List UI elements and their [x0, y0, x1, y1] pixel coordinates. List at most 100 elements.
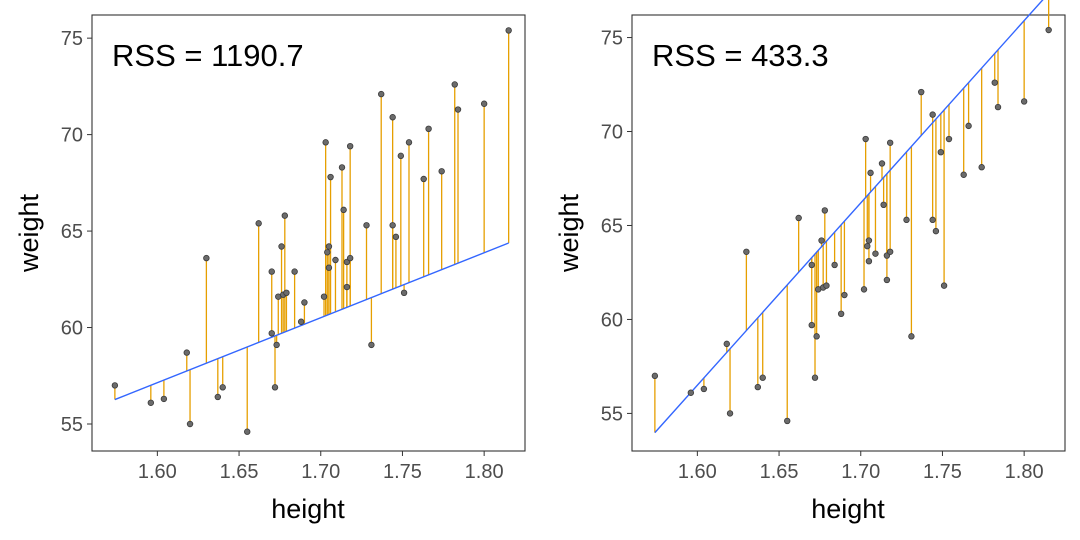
- data-point: [425, 125, 432, 133]
- data-point: [795, 214, 802, 222]
- data-point: [878, 160, 886, 167]
- data-point: [862, 135, 869, 143]
- data-point: [454, 106, 462, 113]
- y-tick-label: 55: [601, 403, 623, 425]
- y-tick-label: 65: [601, 215, 623, 237]
- x-tick-label: 1.65: [760, 461, 799, 483]
- y-tick-label: 70: [601, 122, 623, 144]
- data-point: [811, 374, 819, 381]
- data-point: [392, 233, 400, 241]
- data-point: [186, 420, 194, 428]
- data-point: [883, 276, 891, 284]
- x-tick-label: 1.60: [138, 461, 177, 483]
- data-point: [937, 148, 945, 156]
- data-point: [325, 264, 333, 271]
- data-point: [929, 111, 936, 118]
- data-point: [932, 227, 940, 235]
- data-point: [327, 173, 334, 181]
- data-point: [322, 139, 329, 146]
- data-point: [338, 164, 346, 171]
- data-point: [160, 395, 168, 403]
- data-point: [918, 88, 925, 96]
- data-point: [346, 142, 354, 150]
- data-point: [726, 410, 734, 417]
- data-point: [183, 349, 190, 356]
- x-tick-label: 1.70: [301, 461, 340, 483]
- data-point: [823, 282, 830, 289]
- data-point: [255, 220, 262, 227]
- data-point: [301, 299, 308, 306]
- x-tick-label: 1.60: [678, 461, 717, 483]
- data-point: [754, 383, 762, 391]
- data-point: [784, 417, 791, 425]
- data-point: [872, 250, 879, 257]
- data-point: [397, 152, 405, 160]
- data-point: [818, 237, 825, 244]
- data-point: [480, 100, 488, 107]
- data-point: [831, 261, 838, 269]
- y-tick-label: 65: [61, 221, 83, 243]
- data-point: [687, 389, 695, 396]
- chart-panel-right: 1.60 1.65 1.70 1.75 1.80 55 60 65 70 75 RSS = 433…: [554, 0, 1066, 524]
- x-axis-title: height: [271, 494, 345, 524]
- data-point: [929, 216, 936, 224]
- data-point: [743, 248, 750, 255]
- fitted-line: [114, 242, 509, 401]
- data-point: [271, 384, 279, 391]
- data-point: [940, 282, 948, 289]
- data-point: [343, 283, 351, 291]
- data-point: [340, 206, 347, 214]
- data-point: [886, 248, 894, 255]
- data-point: [438, 168, 445, 175]
- data-point: [841, 291, 848, 299]
- x-tick-label: 1.80: [465, 461, 504, 483]
- y-tick-label: 75: [601, 28, 623, 50]
- data-point: [723, 340, 730, 348]
- x-tick-label: 1.80: [1005, 461, 1044, 483]
- x-axis-title: height: [811, 494, 885, 524]
- plot-panel-border: [91, 14, 526, 452]
- rss-annotation: RSS = 1190.7: [112, 38, 304, 73]
- data-point: [865, 257, 873, 265]
- data-point: [268, 330, 275, 337]
- data-point: [837, 310, 845, 318]
- data-point: [978, 164, 985, 171]
- data-point: [451, 81, 458, 88]
- data-point: [273, 341, 280, 349]
- x-tick-label: 1.65: [220, 461, 259, 483]
- y-tick-label: 75: [61, 28, 83, 50]
- x-tick-label: 1.75: [923, 461, 962, 483]
- data-point: [268, 268, 275, 275]
- y-axis-title: weight: [554, 193, 584, 273]
- data-point: [346, 254, 354, 262]
- data-point: [991, 79, 998, 86]
- data-point: [244, 428, 251, 435]
- data-point: [965, 122, 972, 130]
- data-point: [363, 222, 370, 229]
- data-point: [281, 212, 289, 219]
- data-point: [864, 242, 871, 250]
- y-tick-label: 70: [61, 125, 83, 147]
- data-point: [320, 293, 328, 300]
- data-point: [214, 393, 222, 401]
- data-point: [908, 333, 915, 340]
- data-point: [325, 243, 333, 250]
- data-point: [886, 139, 894, 146]
- data-point: [389, 114, 396, 121]
- data-point: [994, 103, 1002, 111]
- y-tick-label: 55: [61, 414, 83, 436]
- data-point: [651, 372, 659, 380]
- data-point: [389, 222, 396, 229]
- fitted-line: [654, 0, 1044, 434]
- data-point: [278, 243, 285, 250]
- data-point: [420, 175, 427, 183]
- data-point: [111, 382, 119, 389]
- data-point: [147, 399, 155, 406]
- y-axis-title: weight: [14, 193, 44, 273]
- data-point: [405, 139, 413, 146]
- data-point: [368, 341, 375, 349]
- data-point: [505, 27, 512, 34]
- data-point: [808, 261, 815, 269]
- data-point: [219, 384, 226, 391]
